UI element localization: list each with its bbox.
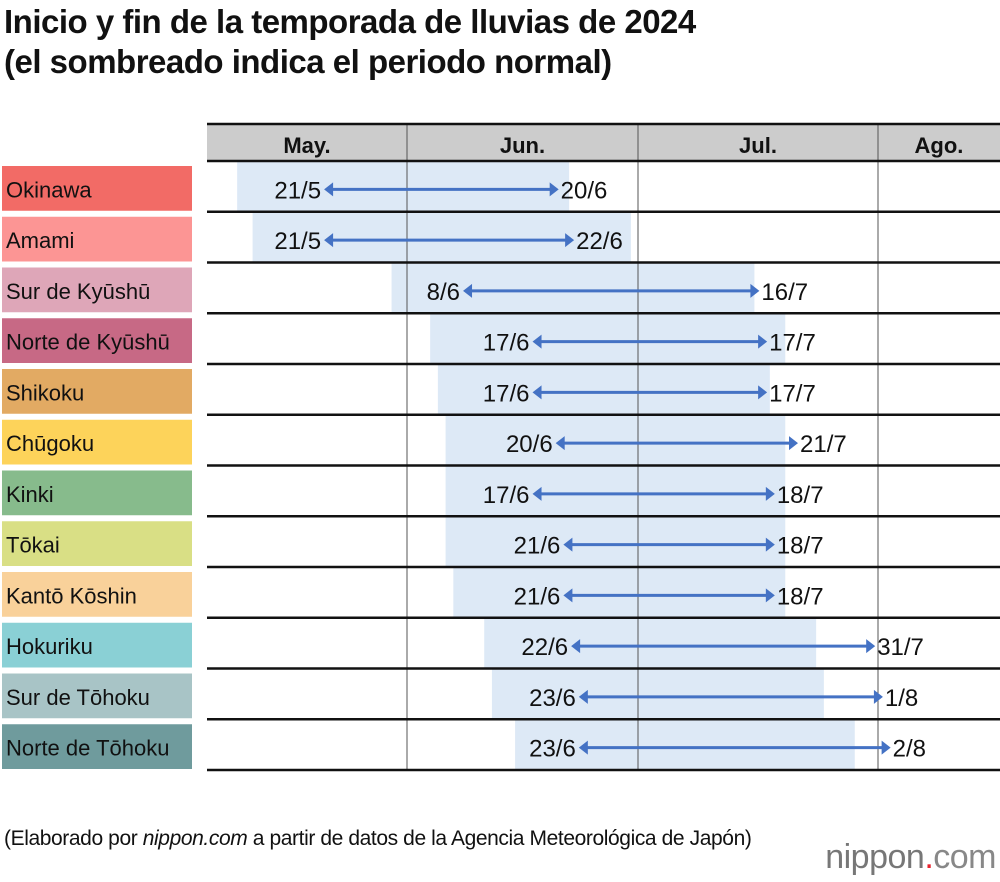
arrow-head-end	[765, 588, 775, 603]
end-date-label: 18/7	[777, 533, 824, 560]
start-date-label: 23/6	[529, 736, 576, 763]
normal-period-shade	[484, 618, 817, 670]
region-label-box	[2, 369, 192, 414]
region-label-box	[2, 216, 192, 262]
arrow-head-end	[750, 283, 760, 298]
region-label-box	[2, 622, 192, 668]
region-label: Sur de Kyūshū	[6, 279, 150, 304]
start-date-label: 17/6	[483, 330, 530, 357]
region-label-box	[2, 470, 192, 516]
region-label: Kinki	[6, 482, 54, 507]
start-date-label: 22/6	[521, 634, 568, 661]
arrow-head-end	[758, 385, 768, 400]
normal-period-shade	[237, 162, 570, 213]
end-date-label: 2/8	[893, 736, 926, 763]
end-date-label: 1/8	[885, 685, 918, 712]
region-label-box	[2, 521, 192, 566]
region-label-box	[2, 267, 192, 313]
arrow-head-start	[532, 486, 542, 501]
start-date-label: 17/6	[483, 482, 530, 509]
normal-period-shade	[445, 415, 786, 467]
title-line-1: Inicio y fin de la temporada de lluvias …	[4, 3, 696, 40]
region-label-box	[2, 419, 192, 465]
arrow-head-start	[555, 436, 565, 451]
arrow-head-start	[578, 740, 588, 755]
region-label-box	[2, 318, 192, 363]
arrow-head-start	[324, 233, 334, 248]
normal-period-shade	[515, 720, 855, 771]
start-date-label: 23/6	[529, 685, 576, 712]
normal-period-shade	[437, 365, 770, 416]
region-label: Shikoku	[6, 380, 84, 405]
arrow-head-start	[463, 283, 473, 298]
arrow-head-start	[578, 689, 588, 704]
normal-period-shade	[491, 669, 824, 721]
end-date-label: 21/7	[800, 431, 847, 458]
start-date-label: 21/6	[514, 583, 561, 610]
end-date-label: 18/7	[777, 583, 824, 610]
normal-period-shade	[445, 466, 786, 518]
region-label-box	[2, 673, 192, 719]
arrow-head-start	[324, 182, 334, 197]
start-date-label: 21/5	[274, 177, 321, 204]
end-date-label: 31/7	[877, 634, 924, 661]
arrow-head-start	[563, 588, 573, 603]
source-suffix: a partir de datos de la Agencia Meteorol…	[247, 827, 752, 850]
region-label-box	[2, 724, 192, 769]
end-date-label: 17/7	[769, 380, 816, 407]
region-label: Okinawa	[6, 177, 92, 202]
month-label: Jul.	[739, 133, 777, 158]
arrow-head-end	[565, 233, 575, 248]
end-date-label: 18/7	[777, 482, 824, 509]
region-label: Norte de Tōhoku	[6, 736, 169, 761]
arrow-head-end	[549, 182, 559, 197]
month-label: Ago.	[915, 133, 964, 158]
normal-period-shade	[430, 314, 786, 365]
title-line-2: (el sombreado indica el periodo normal)	[4, 43, 612, 80]
nippon-logo: nippon.com	[825, 838, 996, 876]
source-prefix: (Elaborado por	[4, 827, 143, 850]
start-date-label: 21/6	[514, 533, 561, 560]
region-label: Chūgoku	[6, 431, 94, 456]
arrow-head-end	[873, 689, 883, 704]
month-label: May.	[283, 133, 330, 158]
end-date-label: 17/7	[769, 330, 816, 357]
region-label: Hokuriku	[6, 634, 93, 659]
arrow-head-end	[789, 436, 798, 451]
header-band	[207, 124, 1000, 160]
region-label: Tōkai	[6, 533, 60, 558]
region-label: Norte de Kyūshū	[6, 330, 170, 355]
region-label: Sur de Tōhoku	[6, 685, 150, 710]
region-label: Amami	[6, 228, 74, 253]
start-date-label: 8/6	[427, 279, 460, 306]
end-date-label: 20/6	[561, 177, 608, 204]
normal-period-shade	[453, 568, 786, 619]
arrow-head-end	[866, 639, 876, 654]
start-date-label: 17/6	[483, 380, 530, 407]
end-date-label: 16/7	[761, 279, 808, 306]
arrow-head-end	[765, 486, 775, 501]
arrow-head-start	[532, 334, 542, 349]
source-site: nippon.com	[142, 827, 248, 850]
arrow-head-start	[571, 639, 581, 654]
normal-period-shade	[445, 517, 786, 568]
region-label-box	[2, 166, 192, 211]
start-date-label: 20/6	[506, 431, 553, 458]
arrow-head-start	[532, 385, 542, 400]
normal-period-shade	[391, 263, 755, 315]
region-label-box	[2, 572, 192, 617]
source-note: (Elaborado por nippon.com a partir de da…	[4, 826, 752, 852]
chart-title: Inicio y fin de la temporada de lluvias …	[4, 2, 696, 82]
arrow-head-end	[765, 537, 775, 552]
month-label: Jun.	[500, 133, 545, 158]
region-label: Kantō Kōshin	[6, 583, 137, 608]
arrow-head-end	[758, 334, 768, 349]
start-date-label: 21/5	[274, 228, 321, 255]
arrow-head-start	[563, 537, 573, 552]
arrow-head-end	[881, 740, 891, 755]
end-date-label: 22/6	[576, 228, 623, 255]
